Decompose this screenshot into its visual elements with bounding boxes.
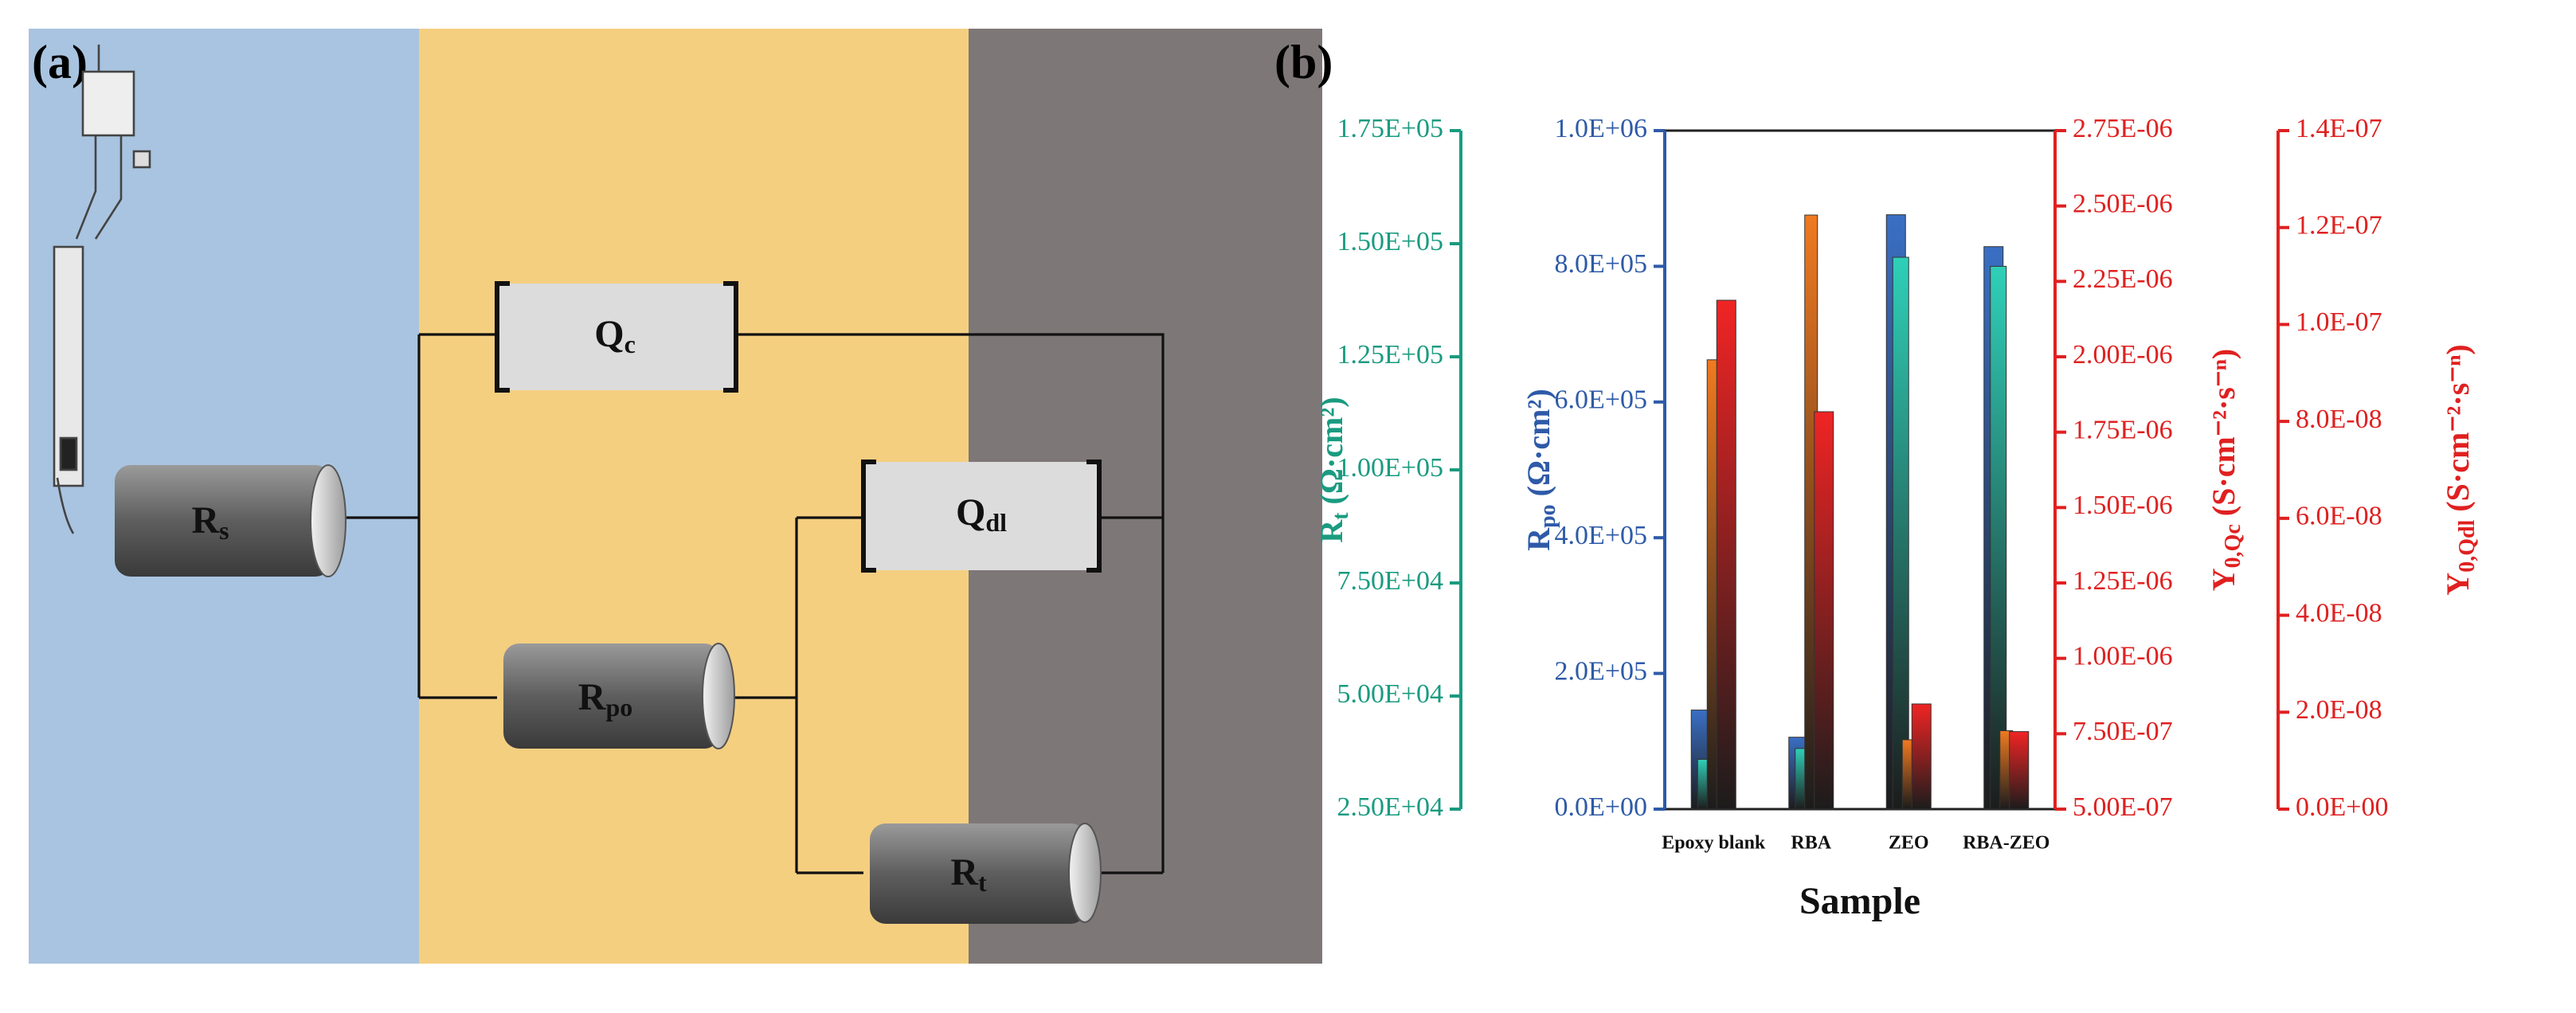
resistor-rs: Rs — [115, 464, 346, 577]
y-tick-label: 2.0E+05 — [1555, 656, 1647, 686]
title-sub: po — [1536, 504, 1560, 528]
y-tick-label: 2.50E+04 — [1337, 792, 1443, 822]
x-axis-title: Sample — [1799, 880, 1920, 922]
y-tick-label: 7.50E+04 — [1337, 566, 1443, 596]
bar — [1892, 256, 1909, 810]
circuit-panel: (a) Rs Qc Rpo — [29, 29, 1322, 964]
cpe-qc: Qc — [495, 281, 738, 393]
label-sub: po — [605, 693, 632, 722]
bar — [1814, 411, 1834, 810]
y-tick-label: 4.0E+05 — [1555, 521, 1647, 550]
cell-icon — [53, 45, 151, 534]
title-unit: (S·cm⁻²·s⁻ⁿ) — [2206, 349, 2241, 516]
y-tick-label: 8.0E-08 — [2296, 405, 2382, 434]
title-unit: (Ω·cm²) — [1313, 397, 1349, 504]
title-main: R — [1521, 527, 1556, 551]
y-tick-label: 1.2E-07 — [2296, 211, 2382, 241]
y-tick-label: 1.00E-06 — [2073, 641, 2173, 671]
node-label: Rt — [950, 851, 987, 897]
y-tick-label: 6.0E-08 — [2296, 502, 2382, 531]
label-sub: dl — [985, 508, 1007, 537]
bar — [1990, 265, 2007, 810]
bar — [2009, 731, 2030, 810]
y-axis-title: Rt (Ω·cm²) — [1313, 397, 1353, 542]
title-unit: (Ω·cm²) — [1521, 389, 1556, 496]
x-tick-label: ZEO — [1889, 833, 1929, 854]
title-main: Y — [2206, 568, 2241, 591]
y-tick-label: 5.00E+04 — [1337, 679, 1443, 709]
y-tick-label: 2.25E-06 — [2073, 264, 2173, 294]
y-axis-title: Y0,Qdl (S·cm⁻²·s⁻ⁿ) — [2440, 344, 2480, 595]
label: Q — [594, 313, 624, 355]
panel-label: (a) — [32, 36, 88, 88]
y-tick-label: 0.0E+00 — [2296, 792, 2388, 822]
y-tick-label: 1.75E+05 — [1337, 114, 1443, 143]
x-tick-label: Epoxy blank — [1662, 833, 1766, 854]
title-main: Y — [2440, 573, 2476, 596]
y-tick-label: 2.75E-06 — [2073, 114, 2173, 143]
title-unit: (S·cm⁻²·s⁻ⁿ) — [2440, 344, 2476, 511]
node-label: Qc — [594, 313, 636, 358]
y-tick-label: 1.00E+05 — [1337, 453, 1443, 483]
y-tick-label: 2.50E-06 — [2073, 189, 2173, 218]
y-tick-label: 1.0E-07 — [2296, 307, 2382, 337]
y-tick-label: 6.0E+05 — [1555, 385, 1647, 415]
y-tick-label: 8.0E+05 — [1555, 249, 1647, 279]
bar — [1716, 299, 1736, 810]
bar-chart: 2.50E+04 5.00E+04 7.50E+04 1.00E+05 1.25E+05… — [1313, 114, 2480, 922]
y-tick-label: 7.50E-07 — [2073, 717, 2173, 746]
node-label: Rpo — [578, 676, 632, 722]
resistor-rt: Rt — [870, 823, 1102, 924]
y-tick-label: 1.50E-06 — [2073, 491, 2173, 520]
title-main: R — [1313, 519, 1349, 543]
y-tick-label: 1.4E-07 — [2296, 114, 2382, 143]
cpe-qdl: Qdl — [861, 460, 1102, 573]
y-axis-title: Rpo (Ω·cm²) — [1521, 389, 1560, 551]
label-sub: s — [219, 516, 229, 545]
label-sub: c — [624, 330, 636, 358]
y-tick-label: 5.00E-07 — [2073, 792, 2173, 822]
y-tick-label: 4.0E-08 — [2296, 598, 2382, 628]
x-tick-label: RBA — [1791, 833, 1831, 854]
title-sub: 0,Qc — [2221, 524, 2245, 568]
y-tick-label: 2.00E-06 — [2073, 340, 2173, 370]
label: R — [191, 499, 220, 542]
node-label: Qdl — [956, 491, 1007, 537]
label: R — [578, 676, 607, 718]
title-sub: t — [1329, 512, 1353, 520]
y-tick-label: 0.0E+00 — [1555, 792, 1647, 822]
y-tick-label: 1.25E-06 — [2073, 566, 2173, 596]
y-tick-label: 1.50E+05 — [1337, 227, 1443, 256]
x-tick-label: RBA-ZEO — [1963, 833, 2049, 854]
bar — [1911, 703, 1932, 810]
panel-label: (b) — [1274, 36, 1333, 88]
y-tick-label: 1.0E+06 — [1555, 114, 1647, 143]
y-tick-label: 1.25E+05 — [1337, 340, 1443, 370]
y-axis-title: Y0,Qc (S·cm⁻²·s⁻ⁿ) — [2206, 349, 2245, 591]
y-tick-label: 2.0E-08 — [2296, 695, 2382, 725]
label: Q — [956, 491, 985, 534]
y-tick-label: 1.75E-06 — [2073, 415, 2173, 444]
title-sub: 0,Qdl — [2455, 519, 2480, 572]
label: R — [950, 851, 979, 894]
wires — [343, 333, 1165, 874]
label-sub: t — [978, 868, 987, 897]
resistor-rpo: Rpo — [503, 643, 735, 749]
node-label: Rs — [191, 499, 229, 545]
